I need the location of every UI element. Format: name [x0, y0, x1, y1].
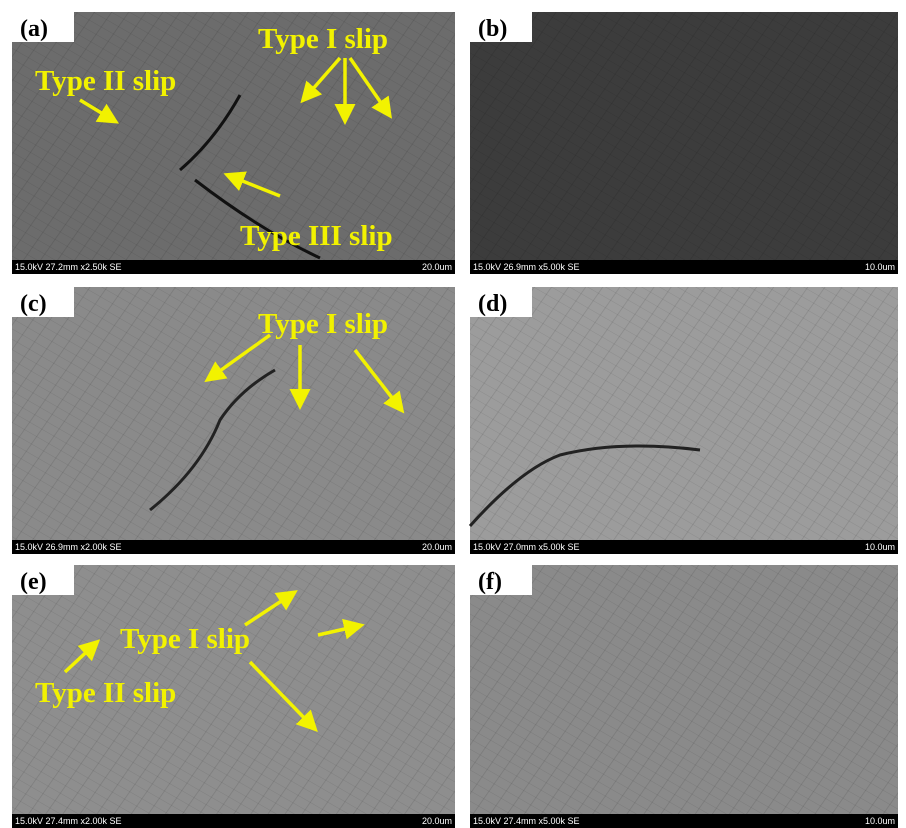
scale-text: 10.0um	[865, 542, 895, 552]
scale-text: 20.0um	[422, 542, 452, 552]
scale-text: 20.0um	[422, 262, 452, 272]
panel-label: (f)	[478, 569, 502, 595]
info-text: 15.0kV 27.0mm x5.00k SE	[473, 542, 580, 552]
panel-label: (c)	[20, 291, 47, 317]
annotation: Type III slip	[240, 220, 393, 252]
scale-text: 20.0um	[422, 816, 452, 826]
info-text: 15.0kV 27.4mm x2.00k SE	[15, 816, 122, 826]
texture	[12, 287, 455, 554]
scale-text: 10.0um	[865, 816, 895, 826]
panel-label: (a)	[20, 16, 48, 42]
annotation: Type II slip	[35, 677, 176, 709]
texture	[470, 565, 898, 828]
texture	[470, 12, 898, 274]
info-text: 15.0kV 27.2mm x2.50k SE	[15, 262, 122, 272]
annotation: Type I slip	[258, 23, 388, 55]
info-text: 15.0kV 27.4mm x5.00k SE	[473, 816, 580, 826]
annotation: Type I slip	[120, 623, 250, 655]
annotation: Type II slip	[35, 65, 176, 97]
annotation: Type I slip	[258, 308, 388, 340]
page: 15.0kV 27.2mm x2.50k SE 20.0um (a) Type I s…	[0, 0, 906, 828]
info-text: 15.0kV 26.9mm x5.00k SE	[473, 262, 580, 272]
panel-label: (e)	[20, 569, 47, 595]
texture	[470, 287, 898, 554]
panel-label: (b)	[478, 16, 507, 42]
figure: 15.0kV 27.2mm x2.50k SE 20.0um (a) Type I s…	[0, 0, 906, 828]
info-text: 15.0kV 26.9mm x2.00k SE	[15, 542, 122, 552]
scale-text: 10.0um	[865, 262, 895, 272]
panel-label: (d)	[478, 291, 507, 317]
